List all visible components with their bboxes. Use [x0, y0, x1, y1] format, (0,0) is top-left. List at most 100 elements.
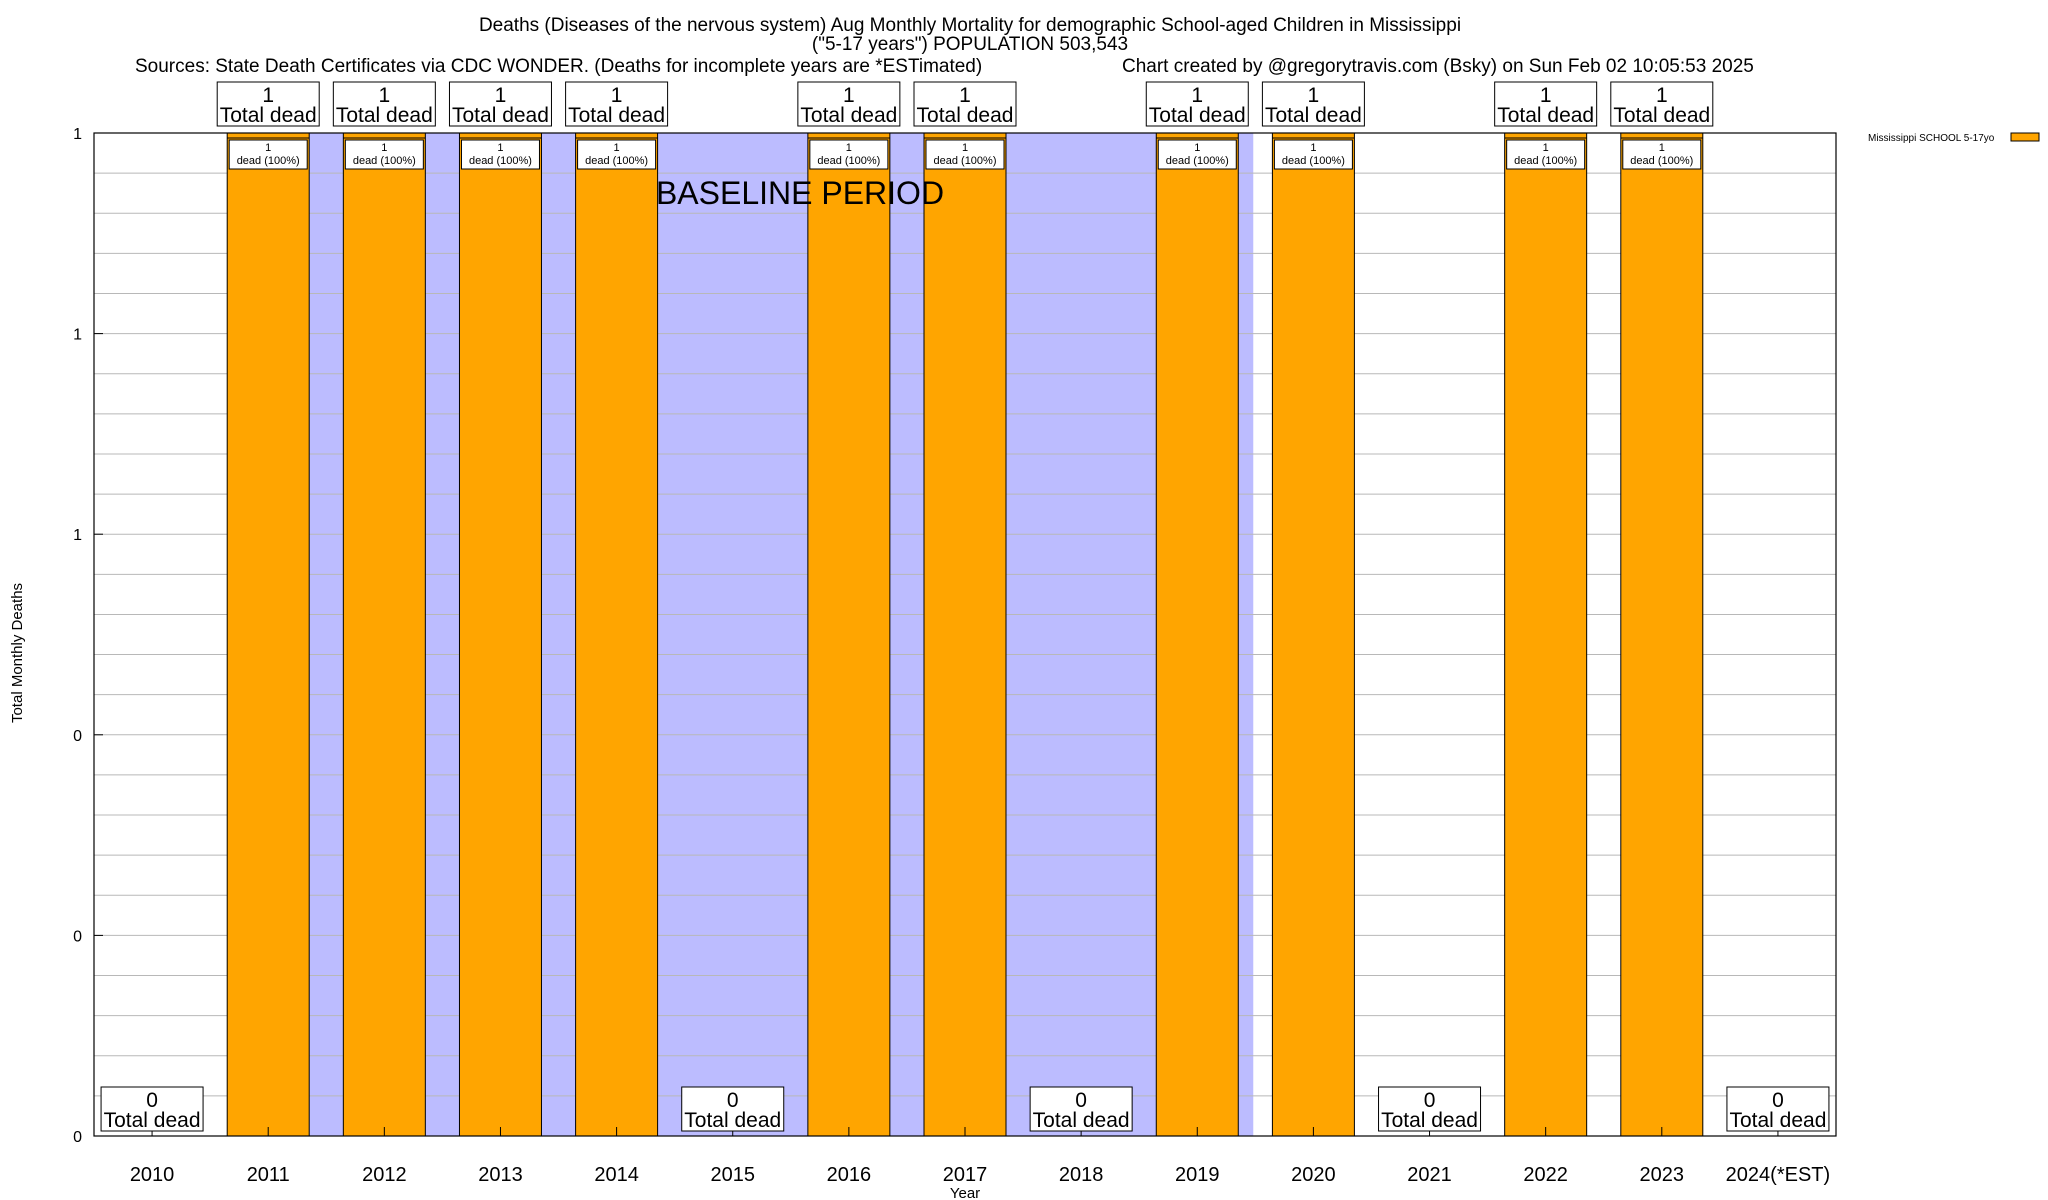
bars — [148, 132, 1782, 1137]
total-dead-count: 1 — [611, 84, 623, 107]
y-tick-label: 1 — [73, 126, 82, 143]
total-dead-caption: Total dead — [336, 104, 433, 127]
chart-title-line-2: ("5-17 years") POPULATION 503,543 — [812, 34, 1128, 55]
total-dead-count: 1 — [959, 84, 971, 107]
bar-inner-percent: dead (100%) — [237, 155, 300, 167]
legend-label: Mississippi SCHOOL 5-17yo — [1868, 133, 1995, 144]
bar-2016 — [807, 132, 891, 1137]
x-tick-label: 2024(*EST) — [1726, 1164, 1831, 1186]
bar-inner-count: 1 — [381, 142, 387, 154]
total-dead-caption: Total dead — [684, 1109, 781, 1132]
bar-inner-count: 1 — [265, 142, 271, 154]
x-axis-label: Year — [950, 1185, 980, 1200]
bar-inner-percent: dead (100%) — [1514, 155, 1577, 167]
total-dead-count: 1 — [262, 84, 274, 107]
x-tick-label: 2014 — [594, 1164, 639, 1186]
total-dead-caption: Total dead — [452, 104, 549, 127]
total-dead-count: 1 — [1191, 84, 1203, 107]
y-tick-label: 1 — [73, 327, 82, 344]
x-tick-label: 2017 — [943, 1164, 988, 1186]
bar-inner-percent: dead (100%) — [469, 155, 532, 167]
bar-inner-percent: dead (100%) — [1166, 155, 1229, 167]
x-tick-label: 2016 — [827, 1164, 872, 1186]
sources-note: Sources: State Death Certificates via CD… — [135, 56, 982, 77]
total-dead-count: 1 — [378, 84, 390, 107]
total-dead-caption: Total dead — [104, 1109, 201, 1132]
total-dead-count: 1 — [843, 84, 855, 107]
x-tick-label: 2015 — [710, 1164, 755, 1186]
bar-inner-percent: dead (100%) — [585, 155, 648, 167]
total-dead-caption: Total dead — [1729, 1109, 1826, 1132]
x-tick-label: 2021 — [1407, 1164, 1452, 1186]
legend: Mississippi SCHOOL 5-17yo — [1868, 132, 2040, 144]
bar-inner-percent: dead (100%) — [1630, 155, 1693, 167]
x-tick-label: 2022 — [1523, 1164, 1568, 1186]
total-dead-count: 0 — [1772, 1089, 1784, 1112]
bar-2014 — [575, 132, 659, 1137]
bar-2012 — [342, 132, 426, 1137]
total-dead-count: 1 — [1308, 84, 1320, 107]
x-tick-label: 2020 — [1291, 1164, 1336, 1186]
total-dead-count: 0 — [727, 1089, 739, 1112]
y-tick-label: 1 — [73, 527, 82, 544]
x-tick-label: 2018 — [1059, 1164, 1104, 1186]
bar-inner-percent: dead (100%) — [1282, 155, 1345, 167]
bar-2017 — [923, 132, 1007, 1137]
bar-inner-percent: dead (100%) — [353, 155, 416, 167]
bar-2023 — [1620, 132, 1704, 1137]
baseline-period-band — [282, 133, 1254, 1136]
total-dead-caption: Total dead — [1149, 104, 1246, 127]
x-tick-label: 2023 — [1640, 1164, 1685, 1186]
bar-inner-count: 1 — [1543, 142, 1549, 154]
y-tick-label: 0 — [73, 728, 82, 745]
bar-inner-count: 1 — [614, 142, 620, 154]
total-dead-count: 0 — [146, 1089, 158, 1112]
bar-2011 — [226, 132, 310, 1137]
total-dead-count: 1 — [495, 84, 507, 107]
bar-inner-count: 1 — [962, 142, 968, 154]
total-dead-caption: Total dead — [1381, 1109, 1478, 1132]
total-dead-caption: Total dead — [1033, 1109, 1130, 1132]
x-tick-label: 2011 — [247, 1164, 290, 1186]
bar-inner-count: 1 — [1310, 142, 1316, 154]
bar-inner-count: 1 — [1659, 142, 1665, 154]
axis-ticks: 0 0 0 1 1 1 2010 2011 2012 2013 2014 2015 2016 2017 20… — [73, 126, 1830, 1186]
bar-2013 — [458, 132, 542, 1137]
chart-title-line-1: Deaths (Diseases of the nervous system) … — [479, 15, 1461, 36]
total-dead-count: 0 — [1075, 1089, 1087, 1112]
y-axis-label: Total Monthly Deaths — [9, 583, 26, 723]
total-dead-caption: Total dead — [917, 104, 1014, 127]
x-tick-label: 2013 — [478, 1164, 523, 1186]
baseline-period-shading — [282, 133, 1254, 1136]
x-tick-label: 2010 — [130, 1164, 175, 1186]
legend-swatch — [2010, 132, 2040, 142]
total-dead-caption: Total dead — [220, 104, 317, 127]
bar-2022 — [1504, 132, 1588, 1137]
y-tick-label: 0 — [73, 928, 82, 945]
bar-2020 — [1271, 132, 1355, 1137]
bar-inner-percent: dead (100%) — [934, 155, 997, 167]
